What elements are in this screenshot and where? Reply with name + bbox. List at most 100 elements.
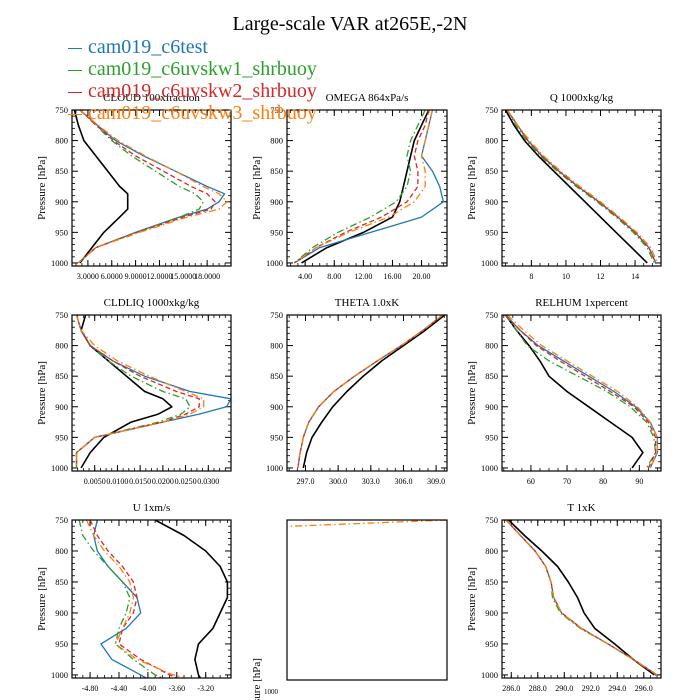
ytick-label: 1000 — [481, 670, 498, 680]
xtick-label: -3.60 — [168, 684, 185, 693]
ytick-label: 800 — [55, 136, 68, 146]
xtick-label: 8 — [529, 272, 533, 281]
panel-6-series — [504, 315, 659, 469]
xtick-label: 0.0200 — [152, 477, 174, 486]
ytick-label: 800 — [485, 546, 498, 556]
series-line-green — [77, 110, 204, 264]
panel-5-series — [297, 315, 446, 469]
xtick-label: 0.0300 — [197, 477, 219, 486]
series-line-orange — [297, 315, 444, 468]
xtick-label: 296.0 — [635, 684, 653, 693]
xtick-label: 303.0 — [362, 477, 380, 486]
series-line-black — [301, 110, 430, 264]
panel-2-frame — [286, 109, 448, 267]
panel-3: Q 1000xkg/kg Pressure [hPa] 750 800 850 900 95… — [466, 92, 662, 281]
panel-7-series — [78, 520, 229, 678]
legend-swatch-4 — [68, 113, 82, 115]
series-line-red — [77, 110, 216, 264]
xtick-label: 297.0 — [297, 477, 315, 486]
xtick-label: 286.0 — [502, 684, 520, 693]
series-line-red — [293, 110, 430, 264]
series-line-red — [297, 315, 444, 468]
panel-6: RELHUM 1xpercent Pressure [hPa] 750 800 850 9… — [466, 297, 662, 486]
xtick-label: 0.0050 — [84, 477, 106, 486]
ytick-label: 1000 — [481, 258, 498, 268]
panel-9-ylabel: Pressure [hPa] — [466, 567, 478, 631]
xtick-label: 294.0 — [608, 684, 626, 693]
series-line-orange — [505, 520, 658, 676]
series-line-green — [78, 520, 165, 678]
xtick-label: 18.0000 — [194, 272, 220, 281]
legend-item-4: cam019_c6uvskw3_shrbuoy — [68, 102, 317, 124]
panel-2-series — [293, 110, 445, 264]
xtick-label: 12 — [597, 272, 605, 281]
panel-2: OMEGA 864xPa/s Pressure [hPa] 750 800 850 900… — [251, 92, 448, 281]
ytick-label: 750 — [55, 515, 68, 525]
ytick-label: 800 — [55, 546, 68, 556]
ytick-label: 800 — [485, 341, 498, 351]
panel-3-ylabel: Pressure [hPa] — [466, 156, 478, 220]
ytick-label: 750 — [485, 515, 498, 525]
series-line-black — [504, 110, 648, 264]
xtick-label: 16.00 — [383, 272, 401, 281]
figure-title: Large-scale VAR at265E,-2N — [233, 13, 468, 35]
xtick-label: 12.0000 — [146, 272, 172, 281]
ytick-label: 950 — [55, 432, 68, 442]
series-line-black — [73, 110, 129, 264]
ytick-label: 950 — [485, 639, 498, 649]
series-line-orange — [75, 315, 205, 468]
series-line-blue — [506, 110, 657, 264]
legend-swatch-2 — [68, 69, 82, 71]
ytick-label: 850 — [270, 371, 283, 381]
ytick-label: 950 — [270, 432, 283, 442]
xtick-label: 8.00 — [327, 272, 341, 281]
ytick-label: 750 — [55, 105, 68, 115]
series-line-green — [506, 110, 655, 264]
ytick-label: 750 — [55, 310, 68, 320]
xtick-label: 0.0150 — [129, 477, 151, 486]
xtick-label: 0.0100 — [106, 477, 128, 486]
panel-1-title: CLOUD 100xfraction — [103, 92, 200, 104]
xtick-label: 306.0 — [394, 477, 412, 486]
panel-4-series — [75, 315, 231, 469]
panel-9-title: T 1xK — [567, 502, 595, 514]
panel-9: T 1xK Pressure [hPa] 750 800 850 900 950 1000 28… — [466, 502, 662, 693]
panel-6-ylabel: Pressure [hPa] — [466, 361, 478, 425]
xtick-label: 0.0250 — [175, 477, 197, 486]
ytick-label: 900 — [55, 197, 68, 207]
xtick-label: 3.0000 — [77, 272, 99, 281]
ytick-label: 800 — [485, 136, 498, 146]
series-line-black — [504, 315, 644, 469]
series-line-orange — [85, 520, 189, 678]
xtick-label: 309.0 — [427, 477, 445, 486]
ytick-label: 950 — [270, 227, 283, 237]
ytick-label: 900 — [55, 608, 68, 618]
panel-8-frame — [286, 519, 448, 681]
panel-3-series — [504, 110, 659, 264]
ytick-label: 900 — [270, 197, 283, 207]
panel-8-series — [287, 520, 447, 528]
ytick-label: 850 — [270, 166, 283, 176]
xtick-label: 290.0 — [555, 684, 573, 693]
xtick-label: 60 — [527, 477, 535, 486]
panels-group: CLOUD 100xfraction Pressure [hPa] 750 800 85… — [36, 92, 662, 700]
xtick-label: 10 — [562, 272, 570, 281]
panel-4-ylabel: Pressure [hPa] — [36, 361, 48, 425]
xtick-label: -4.40 — [111, 684, 128, 693]
series-line-red — [506, 110, 657, 264]
xtick-label: 90 — [635, 477, 643, 486]
series-line-orange — [506, 315, 659, 469]
series-line-black — [154, 520, 229, 678]
ytick-label: 1000 — [51, 258, 68, 268]
xtick-label: -4.80 — [82, 684, 99, 693]
ytick-label: 950 — [485, 227, 498, 237]
panel-4-title: CLDLIQ 1000xkg/kg — [104, 297, 200, 309]
xtick-label: 70 — [563, 477, 571, 486]
ytick-label: 850 — [55, 166, 68, 176]
series-line-red — [75, 315, 200, 468]
ytick-label: 850 — [55, 371, 68, 381]
ytick-label: 1000 — [481, 463, 498, 473]
panel-8: Pressure [hPa] 1000 — [251, 519, 448, 700]
series-line-green — [505, 315, 657, 469]
legend-item-2: cam019_c6uvskw1_shrbuoy — [68, 58, 317, 80]
